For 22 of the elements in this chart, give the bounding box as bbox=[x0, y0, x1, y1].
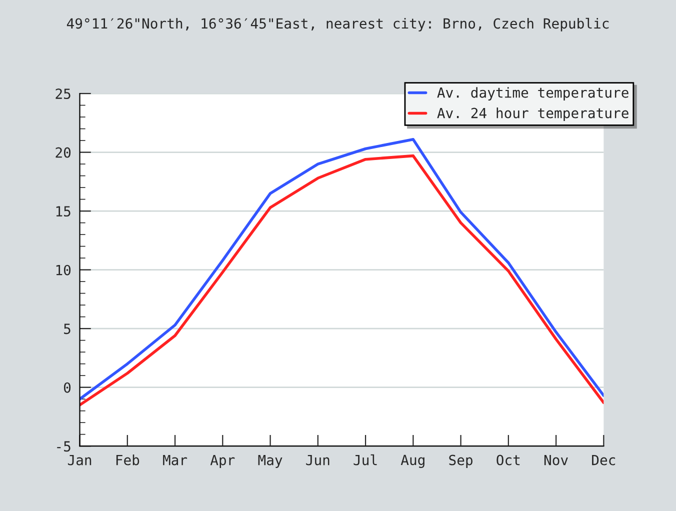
legend-label: Av. 24 hour temperature bbox=[437, 108, 628, 121]
chart-title: 49°11′26"North, 16°36′45"East, nearest city: Brno, Czech Republic bbox=[66, 18, 609, 32]
x-tick-label: Feb bbox=[116, 454, 140, 466]
y-tick-label: 10 bbox=[56, 264, 71, 276]
x-tick-label: Oct bbox=[496, 454, 520, 466]
y-tick-label: 0 bbox=[64, 382, 71, 393]
y-tick-label: 20 bbox=[56, 147, 71, 158]
y-tick-label: 5 bbox=[64, 324, 70, 334]
x-tick-label: Mar bbox=[163, 454, 188, 466]
x-tick-label: Aug bbox=[400, 454, 424, 468]
y-tick-label: 15 bbox=[56, 206, 70, 217]
x-tick-label: Jan bbox=[68, 454, 92, 466]
x-tick-label: Apr bbox=[210, 454, 235, 468]
x-tick-label: Sep bbox=[449, 454, 472, 468]
legend-label: Av. daytime temperature bbox=[437, 87, 628, 101]
x-tick-label: Nov bbox=[544, 454, 568, 466]
x-tick-label: May bbox=[258, 454, 282, 468]
y-tick-label: 25 bbox=[56, 88, 70, 100]
x-tick-label: Jun bbox=[306, 454, 330, 466]
x-tick-label: Dec bbox=[592, 454, 616, 466]
y-tick-label: -5 bbox=[57, 441, 70, 452]
x-tick-label: Jul bbox=[354, 454, 377, 466]
